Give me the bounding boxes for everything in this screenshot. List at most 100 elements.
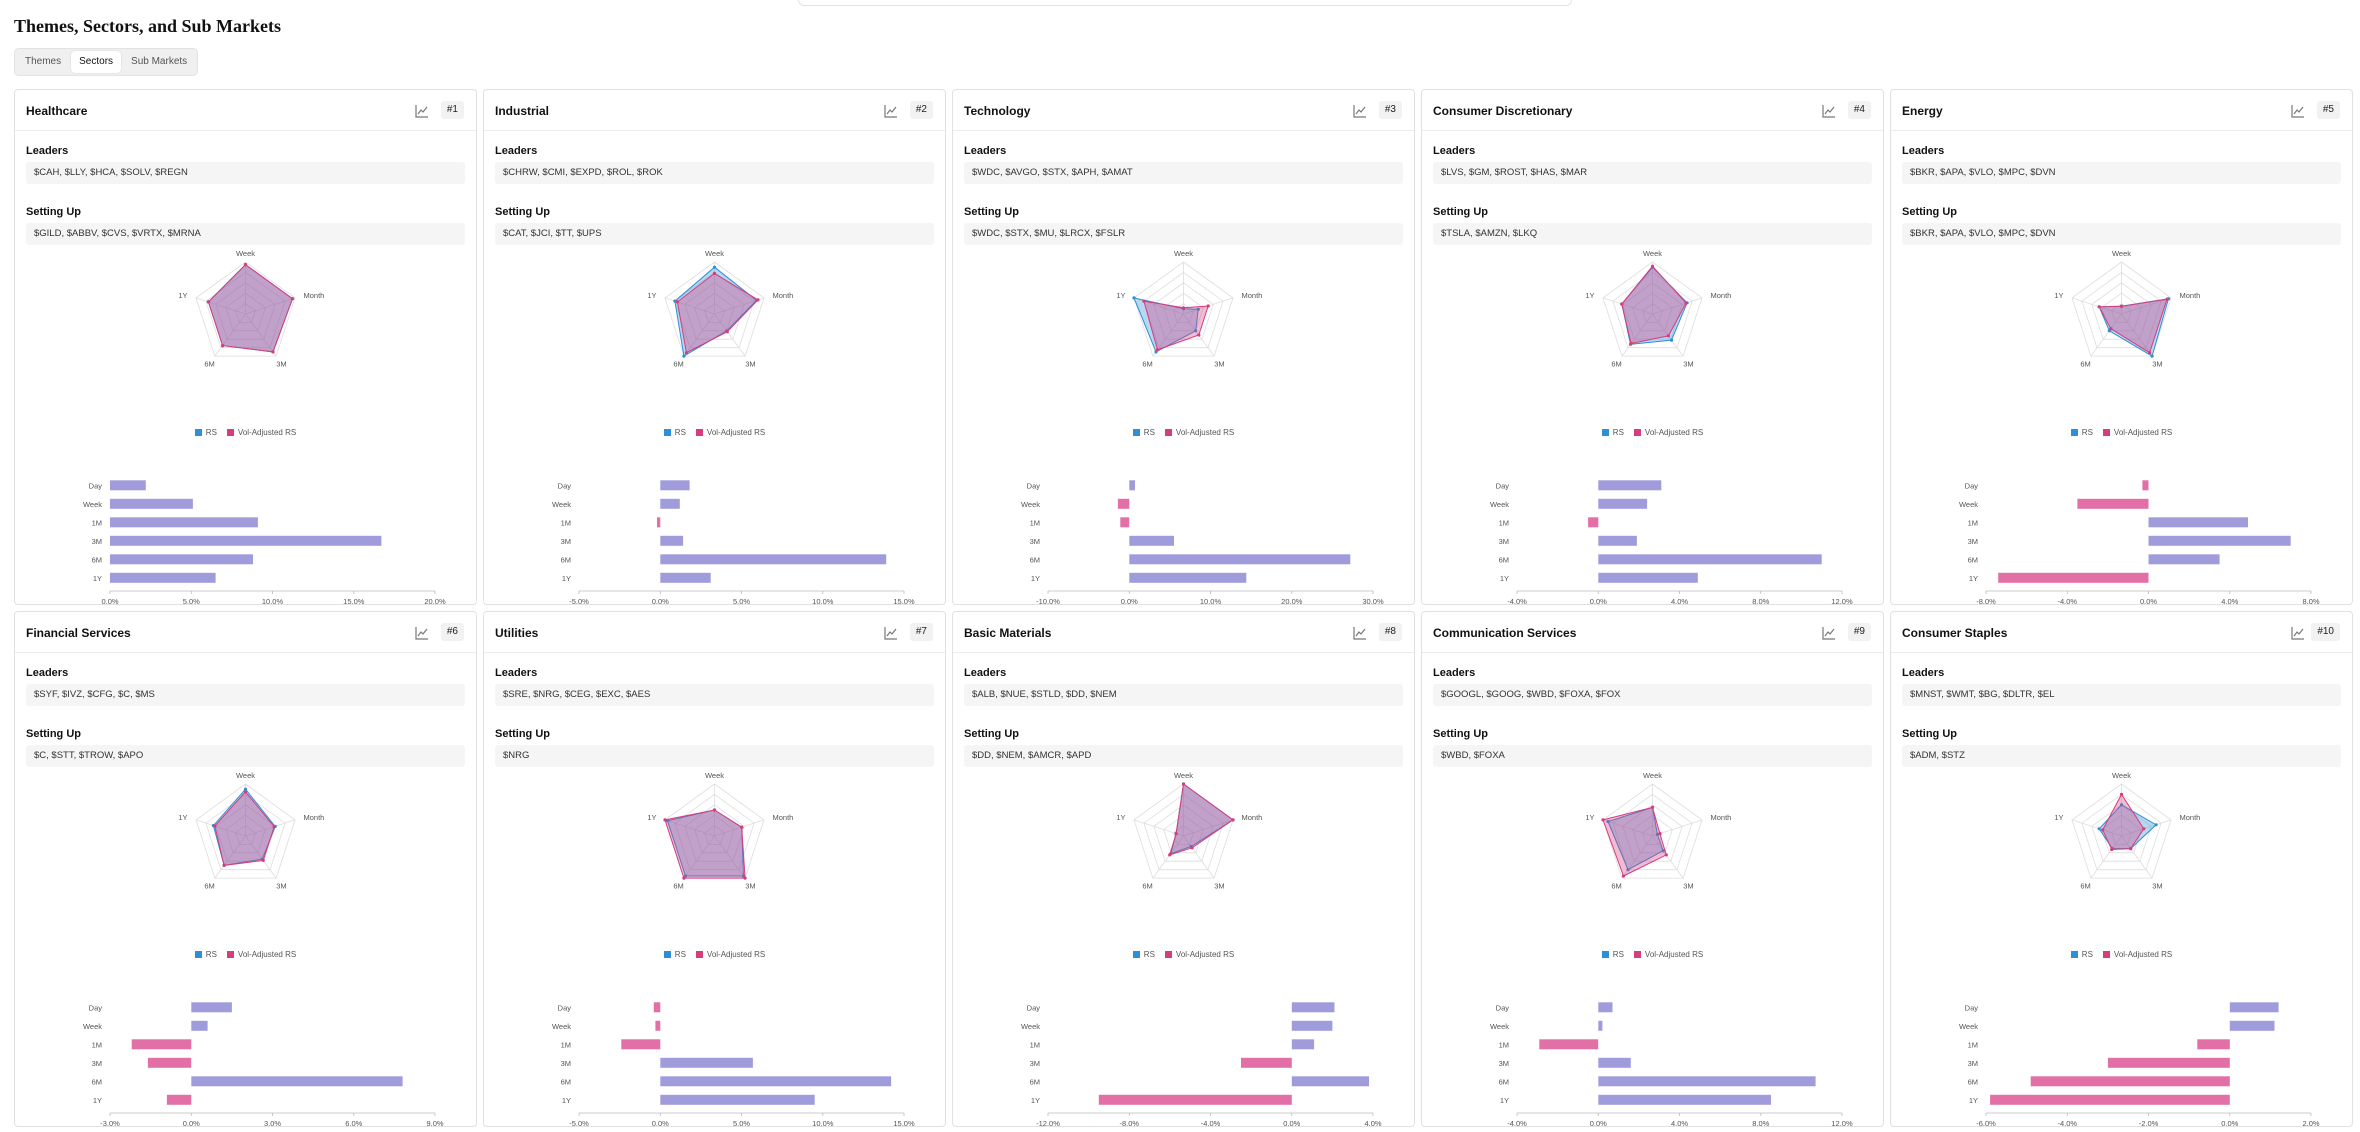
radar-series-vol-adjusted-rs-point	[2101, 828, 2105, 832]
radar-axis-label-3m: 3M	[1214, 359, 1224, 368]
bar-row-label-3m: 3M	[92, 1059, 102, 1068]
radar-spoke	[1621, 835, 1653, 879]
bar-row-label-1m: 1M	[1968, 1040, 1978, 1049]
radar-grid-ring	[1133, 261, 1234, 357]
legend-vol-adjusted-rs[interactable]: Vol-Adjusted RS	[2102, 948, 2172, 960]
legend-rs[interactable]: RS	[194, 426, 217, 438]
setting-up-tickers: $TSLA, $AMZN, $LKQ	[1433, 223, 1872, 245]
bar-x-tick-label: 15.0%	[893, 1119, 915, 1127]
view-tabs: Themes Sectors Sub Markets	[14, 48, 199, 76]
radar-legend: RS Vol-Adjusted RS	[484, 426, 945, 438]
legend-rs[interactable]: RS	[663, 948, 686, 960]
radar-axis-label-week: Week	[2112, 772, 2131, 780]
legend-rs[interactable]: RS	[1601, 948, 1624, 960]
bar-1y	[1098, 1094, 1292, 1105]
rs-bar-chart: Day Week 1M 3M 6M 1Y -10.0% 0.0% 10.0% 20.0% 30.0%	[1021, 480, 1384, 604]
radar-spoke	[2090, 835, 2122, 879]
legend-rs[interactable]: RS	[2070, 948, 2093, 960]
setting-up-label: Setting Up	[495, 728, 550, 740]
legend-vol-label: Vol-Adjusted RS	[1644, 427, 1704, 437]
radar-chart: Week Month 3M 6M 1Y	[178, 772, 324, 890]
legend-rs[interactable]: RS	[1132, 948, 1155, 960]
bar-x-tick-label: -4.0%	[2058, 1119, 2078, 1127]
bar-x-tick-label: 0.0%	[183, 1119, 200, 1127]
radar-grid-ring	[1143, 793, 1224, 871]
line-chart-icon[interactable]	[883, 103, 899, 119]
radar-spoke	[714, 313, 746, 357]
bar-row-label-6m: 6M	[1030, 1077, 1040, 1086]
legend-rs[interactable]: RS	[194, 948, 217, 960]
bar-x-tick-label: -5.0%	[569, 597, 589, 605]
radar-series-vol-adjusted-rs-point	[1168, 853, 1172, 857]
vol-rs-swatch	[1164, 428, 1172, 436]
radar-spoke	[214, 313, 246, 357]
legend-rs[interactable]: RS	[1132, 426, 1155, 438]
setting-up-label: Setting Up	[1433, 728, 1488, 740]
line-chart-icon[interactable]	[1821, 625, 1837, 641]
line-chart-icon[interactable]	[2290, 103, 2306, 119]
legend-rs[interactable]: RS	[1601, 426, 1624, 438]
bar-week	[2077, 498, 2149, 509]
line-chart-icon[interactable]	[1352, 625, 1368, 641]
radar-grid-ring	[225, 292, 266, 332]
line-chart-icon[interactable]	[414, 625, 430, 641]
radar-axis-label-6m: 6M	[1611, 881, 1621, 890]
radar-series-rs-point	[243, 787, 248, 791]
bar-day	[1598, 480, 1662, 491]
bar-x-tick-label: 5.0%	[733, 597, 750, 605]
radar-chart: Week Month 3M 6M 1Y	[1116, 250, 1262, 368]
bar-x-tick-label: 10.0%	[812, 597, 834, 605]
legend-vol-adjusted-rs[interactable]: Vol-Adjusted RS	[2102, 426, 2172, 438]
line-chart-icon[interactable]	[414, 103, 430, 119]
tab-sub-markets[interactable]: Sub Markets	[131, 56, 188, 67]
legend-vol-adjusted-rs[interactable]: Vol-Adjusted RS	[695, 426, 765, 438]
radar-axis-label-month: Month	[304, 291, 325, 300]
rank-badge: #6	[440, 623, 464, 641]
leaders-tickers: $SRE, $NRG, $CEG, $EXC, $AES	[495, 684, 934, 706]
radar-series-vol-adjusted-rs-point	[272, 825, 276, 829]
bar-x-tick-label: 4.0%	[1364, 1119, 1381, 1127]
radar-axis-label-3m: 3M	[2152, 881, 2162, 890]
legend-vol-adjusted-rs[interactable]: Vol-Adjusted RS	[226, 948, 296, 960]
bar-day	[2229, 1002, 2279, 1013]
vol-rs-swatch	[1633, 950, 1641, 958]
bar-1y	[1598, 572, 1698, 583]
tab-sectors[interactable]: Sectors	[71, 51, 122, 73]
legend-vol-adjusted-rs[interactable]: Vol-Adjusted RS	[1164, 426, 1234, 438]
bar-x-tick-label: -4.0%	[2058, 597, 2078, 605]
bar-3m	[110, 535, 382, 546]
radar-series-vol-adjusted-rs-point	[682, 876, 686, 880]
legend-rs[interactable]: RS	[663, 426, 686, 438]
bar-x-tick-label: 4.0%	[1671, 597, 1688, 605]
rs-swatch	[663, 950, 671, 958]
line-chart-icon[interactable]	[1821, 103, 1837, 119]
legend-vol-adjusted-rs[interactable]: Vol-Adjusted RS	[226, 426, 296, 438]
legend-vol-adjusted-rs[interactable]: Vol-Adjusted RS	[695, 948, 765, 960]
tab-themes[interactable]: Themes	[25, 56, 62, 67]
legend-rs[interactable]: RS	[2070, 426, 2093, 438]
line-chart-icon[interactable]	[1352, 103, 1368, 119]
radar-grid-ring	[1642, 825, 1663, 845]
bar-week	[1598, 1020, 1603, 1031]
legend-vol-adjusted-rs[interactable]: Vol-Adjusted RS	[1633, 426, 1704, 438]
bar-1y	[110, 572, 216, 583]
rs-bar-chart: Day Week 1M 3M 6M 1Y 0.0% 5.0% 10.0% 15.0% 20.0%	[83, 480, 446, 605]
radar-series-vol-adjusted-rs-point	[261, 858, 265, 862]
line-chart-icon[interactable]	[883, 625, 899, 641]
leaders-label: Leaders	[1433, 667, 1476, 679]
bar-row-label-1y: 1Y	[562, 1096, 571, 1105]
sector-card-3: Technology #3 Leaders $WDC, $AVGO, $STX,…	[952, 89, 1415, 605]
legend-vol-adjusted-rs[interactable]: Vol-Adjusted RS	[1633, 948, 1703, 960]
radar-grid-ring	[684, 804, 745, 862]
radar-series-vol-adjusted-rs-point	[1620, 302, 1624, 306]
bar-day	[653, 1002, 661, 1013]
top-search-strip[interactable]	[798, 0, 1572, 6]
radar-grid-ring	[1632, 292, 1673, 332]
vol-rs-swatch	[2102, 950, 2110, 958]
legend-rs-label: RS	[674, 949, 686, 959]
legend-rs-label: RS	[2081, 427, 2093, 437]
bar-1m	[2197, 1039, 2230, 1050]
legend-vol-adjusted-rs[interactable]: Vol-Adjusted RS	[1164, 948, 1234, 960]
bar-x-tick-label: 15.0%	[343, 597, 365, 605]
line-chart-icon[interactable]	[2290, 625, 2306, 641]
